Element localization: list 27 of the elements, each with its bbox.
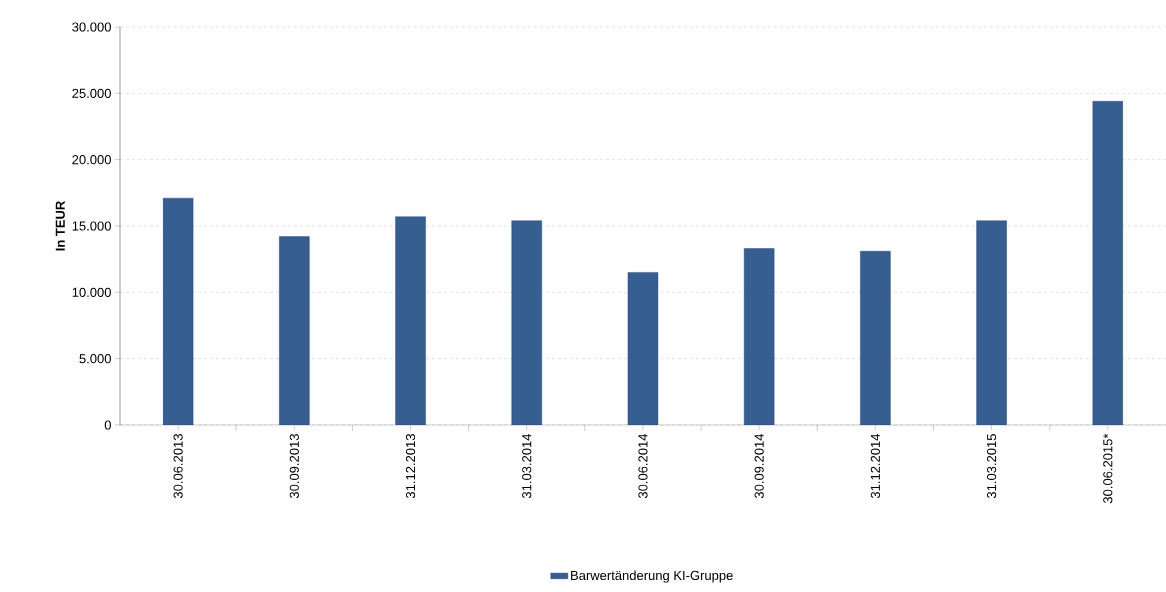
x-tick-label: 31.12.2013	[405, 434, 416, 499]
x-tick-label: 31.03.2015	[986, 434, 997, 499]
y-tick-label: 25.000	[72, 88, 111, 98]
bar	[743, 248, 775, 425]
legend-label: Barwertänderung KI-Gruppe	[571, 570, 733, 583]
bar	[162, 197, 194, 425]
y-tick-label: 0	[104, 420, 111, 430]
y-tick-label: 30.000	[72, 22, 111, 32]
y-tick-label: 10.000	[72, 287, 111, 297]
x-tick-label: 31.03.2014	[522, 433, 532, 499]
bar	[860, 251, 891, 425]
y-tick-label: 5.000	[79, 354, 111, 364]
bar	[1092, 101, 1123, 425]
x-tick-label: 30.06.2015*	[1103, 433, 1113, 504]
x-tick-label: 31.12.2014	[870, 433, 880, 499]
x-tick-label: 30.06.2013	[173, 434, 183, 499]
y-tick-label: 15.000	[72, 221, 111, 231]
bar	[627, 272, 659, 425]
y-tick-label: 20.000	[72, 155, 111, 165]
bar	[511, 220, 542, 425]
bar	[395, 216, 426, 425]
y-axis-title: In TEUR	[55, 200, 65, 251]
x-tick-label: 30.09.2013	[289, 434, 299, 499]
bar	[279, 236, 310, 425]
bar	[976, 220, 1007, 425]
x-tick-label: 30.06.2014	[638, 433, 648, 499]
x-tick-label: 30.09.2014	[754, 433, 764, 499]
